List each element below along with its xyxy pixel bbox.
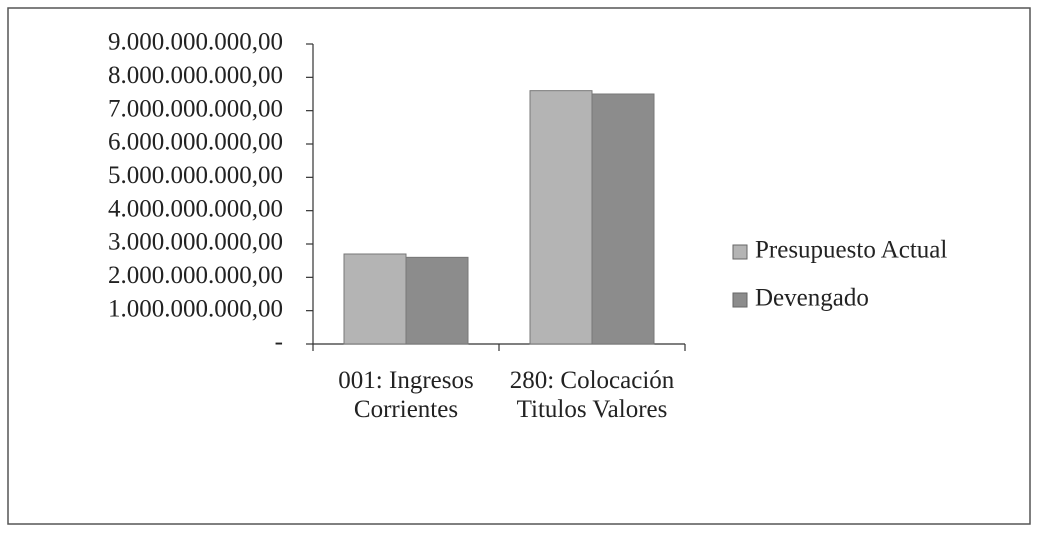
y-tick-label: 3.000.000.000,00 (108, 229, 283, 256)
bar (343, 253, 407, 345)
y-tick-label: 5.000.000.000,00 (108, 162, 283, 189)
y-tick-label: 1.000.000.000,00 (108, 295, 283, 322)
legend-swatch (732, 244, 748, 260)
legend-label: Devengado (755, 285, 869, 312)
bar (405, 256, 469, 345)
bar (529, 90, 593, 345)
x-tick-label: 001: Ingresos Corrientes (338, 367, 474, 423)
legend-swatch (732, 292, 748, 308)
y-tick-label: 7.000.000.000,00 (108, 95, 283, 122)
legend-label: Presupuesto Actual (755, 237, 947, 264)
y-tick-label: - (275, 329, 283, 356)
y-tick-label: 6.000.000.000,00 (108, 129, 283, 156)
bar (591, 93, 655, 345)
x-tick-label: 280: Colocación Titulos Valores (509, 367, 675, 423)
y-tick-label: 2.000.000.000,00 (108, 262, 283, 289)
y-tick-label: 4.000.000.000,00 (108, 195, 283, 222)
chart-frame (7, 7, 1031, 525)
y-tick-label: 8.000.000.000,00 (108, 62, 283, 89)
y-tick-label: 9.000.000.000,00 (108, 29, 283, 56)
